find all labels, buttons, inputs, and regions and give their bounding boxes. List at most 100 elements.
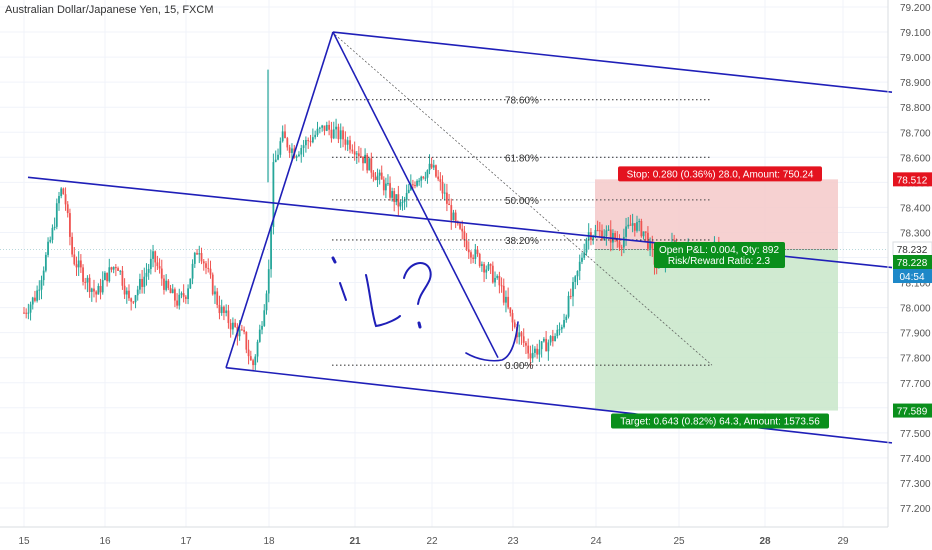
candle-body (556, 329, 559, 337)
y-tick-label: 78.900 (900, 78, 931, 89)
candle-body (393, 191, 396, 203)
candle-body (391, 191, 394, 198)
candle-body (79, 260, 82, 268)
candle-body (314, 134, 317, 138)
stop-price-badge-bg (893, 172, 932, 187)
candle-body (174, 289, 176, 301)
x-tick-label: 29 (837, 536, 849, 547)
candle-body (565, 316, 568, 321)
candle-body (366, 154, 369, 171)
candle-body (309, 141, 312, 143)
candle-body (220, 306, 223, 314)
candle-body (644, 231, 647, 233)
candle-body (267, 269, 270, 294)
candle-body (476, 249, 479, 254)
candle-body (581, 257, 583, 262)
candle-body (229, 323, 232, 330)
countdown-badge-bg (893, 269, 932, 283)
candle-body (88, 277, 91, 292)
fib-level-label: 0.00% (505, 361, 533, 372)
candle-body (302, 145, 305, 148)
candle-body (95, 291, 98, 295)
candle-body (196, 252, 198, 255)
y-tick-label: 79.200 (900, 3, 931, 14)
candle-body (337, 126, 340, 140)
candle-body (38, 289, 41, 291)
candle-body (370, 158, 373, 173)
candle-body (277, 154, 279, 160)
price-axis[interactable]: 79.200 79.100 79.000 78.900 78.800 78.700 78.6… (887, 0, 932, 527)
candle-body (446, 192, 448, 204)
candle-body (149, 258, 152, 269)
candle-body (323, 125, 326, 131)
candle-body (569, 295, 572, 297)
y-tick-label: 79.100 (900, 28, 931, 39)
pnl-text: Open P&L: 0.004, Qty: 892 (659, 245, 780, 256)
candle-body (420, 176, 423, 181)
candle-body (225, 310, 228, 313)
candle-body (184, 296, 187, 300)
candle-body (549, 336, 552, 343)
candle-body (461, 228, 464, 232)
candle-body (498, 275, 501, 286)
candle-body (189, 278, 192, 289)
candle-body (403, 199, 406, 202)
candle-body (114, 266, 117, 269)
candle-body (483, 264, 485, 273)
candle-body (494, 277, 496, 283)
candle-body (139, 278, 141, 290)
candle-body (265, 293, 268, 311)
target-label: Target: 0.643 (0.82%) 64.3, Amount: 1573… (611, 413, 829, 429)
candle-body (474, 249, 477, 259)
candle-body (330, 129, 333, 139)
fibonacci-retracement[interactable]: 78.60% 61.80% 50.00% 38.20% 0.00% (331, 31, 713, 372)
candle-body (36, 290, 39, 301)
candle-body (616, 239, 619, 242)
candle-body (450, 205, 453, 221)
x-tick-label: 25 (673, 536, 685, 547)
x-tick-label: 16 (99, 536, 111, 547)
candle-body (93, 288, 95, 292)
x-tick-label: 23 (507, 536, 519, 547)
candle-body (536, 348, 539, 355)
candle-body (216, 291, 219, 305)
candle-body (298, 154, 300, 157)
candle-body (368, 158, 371, 171)
time-axis[interactable]: 15 16 17 18 21 22 23 24 25 28 29 (0, 526, 888, 547)
candle-body (207, 267, 210, 269)
trend-lines[interactable] (27, 31, 893, 444)
candle-body (491, 265, 494, 283)
fib-level-label: 61.80% (505, 153, 539, 164)
candle-body (463, 231, 466, 241)
candle-body (629, 224, 632, 226)
candle-body (349, 140, 351, 150)
candle-body (353, 151, 356, 155)
candle-body (240, 329, 243, 331)
candle-body (147, 268, 150, 273)
candle-body (500, 285, 503, 287)
candle-body (346, 140, 349, 145)
candle-body (182, 293, 185, 297)
candle-body (34, 297, 36, 301)
candle-body (252, 360, 254, 366)
candle-body (384, 183, 387, 191)
candle-body (631, 223, 634, 226)
candle-body (424, 177, 427, 179)
candle-body (513, 322, 516, 327)
candle-body (478, 253, 481, 266)
candle-body (86, 277, 89, 283)
candle-body (525, 342, 527, 346)
candle-body (397, 194, 400, 207)
candle-body (25, 312, 28, 314)
candle-body (574, 276, 577, 282)
target-label-text: Target: 0.643 (0.82%) 64.3, Amount: 1573… (620, 417, 820, 428)
candle-body (227, 310, 230, 324)
candle-body (351, 149, 354, 152)
candle-body (496, 275, 499, 278)
candle-body (592, 236, 595, 240)
candle-body (448, 203, 450, 206)
candle-body (487, 264, 490, 270)
candle-body (572, 281, 574, 297)
candle-body (540, 341, 543, 350)
